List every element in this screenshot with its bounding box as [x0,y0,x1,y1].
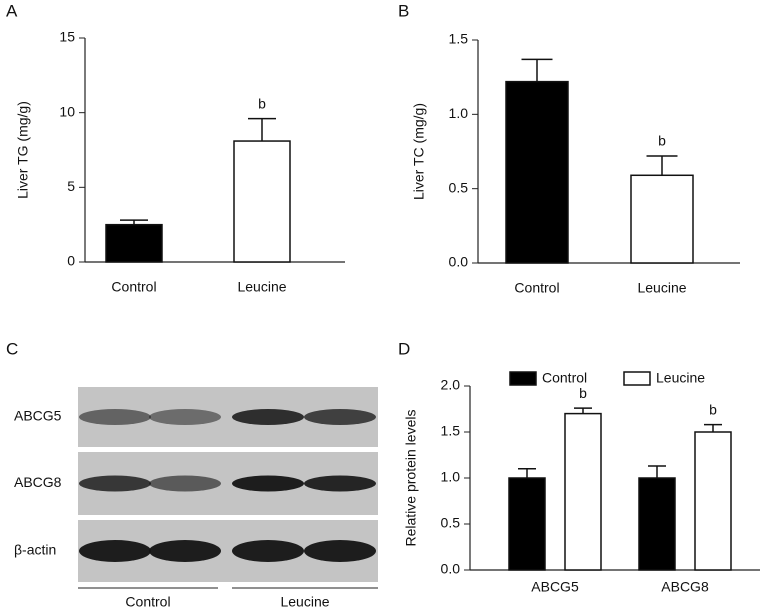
blot-band [79,540,151,562]
x-tick-label: Leucine [237,279,286,295]
blot-row-label: β-actin [14,542,56,558]
y-tick-label: 0.5 [449,179,469,195]
bar [564,412,602,571]
panel-letter: B [398,1,409,20]
blot-band [232,475,304,492]
y-tick-label: 0.0 [449,254,469,270]
y-axis-label: Liver TG (mg/g) [15,101,31,199]
blot-band [149,409,221,425]
blot-band [149,475,221,492]
legend-swatch [623,371,651,386]
blot-band [79,409,151,425]
legend-label: Control [542,370,587,386]
blot-row-label: ABCG5 [14,408,62,424]
group-label: Control [125,594,170,610]
bar [638,477,676,571]
y-tick-label: 15 [59,29,75,45]
significance-label: b [709,401,717,417]
bar [233,140,291,263]
y-tick-label: 10 [59,103,75,119]
bar [630,174,694,264]
panel-letter: A [6,1,18,20]
significance-label: b [258,95,266,111]
blot-row-label: ABCG8 [14,474,62,490]
blot-band [149,540,221,562]
significance-label: b [658,133,666,149]
bar [505,80,569,264]
group-label: Leucine [280,594,329,610]
x-tick-label: ABCG5 [531,579,579,595]
x-tick-label: Control [514,280,559,296]
panel-letter: C [6,339,18,358]
blot-band [304,475,376,492]
bar [694,431,732,571]
y-tick-label: 2.0 [441,377,461,393]
y-tick-label: 1.0 [441,469,461,485]
x-tick-label: Control [111,279,156,295]
blot-band [304,540,376,562]
y-tick-label: 1.5 [441,423,461,439]
y-tick-label: 0.0 [441,561,461,577]
y-tick-label: 1.0 [449,105,469,121]
bar [105,223,163,263]
blot-band [79,475,151,492]
blot-band [232,409,304,425]
x-tick-label: Leucine [637,280,686,296]
significance-label: b [579,385,587,401]
blot-band [232,540,304,562]
blot-band [304,409,376,425]
legend-label: Leucine [656,370,705,386]
y-tick-label: 5 [67,178,75,194]
panel-letter: D [398,339,410,358]
y-axis-label: Relative protein levels [403,410,419,547]
x-tick-label: ABCG8 [661,579,709,595]
y-tick-label: 0 [67,253,75,269]
y-tick-label: 0.5 [441,515,461,531]
legend-swatch [509,371,537,386]
y-axis-label: Liver TC (mg/g) [411,103,427,200]
bar [508,477,546,571]
y-tick-label: 1.5 [449,31,469,47]
